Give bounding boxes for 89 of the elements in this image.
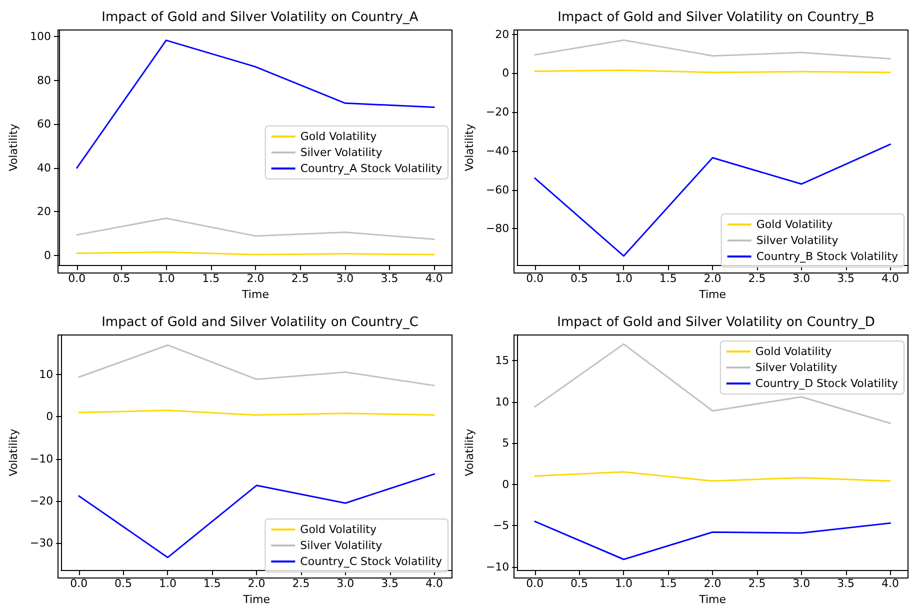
x-tick-label: 0.0 [526,577,544,590]
x-tick-label: 0.0 [68,272,86,286]
y-tick-label: 20 [495,28,510,41]
line-series [534,520,891,560]
y-axis-title: Volatility [7,428,20,476]
y-tick-label: 100 [30,30,51,44]
line-series [78,473,435,558]
y-tick-label: −80 [486,222,510,236]
legend-label: Gold Volatility [756,218,834,231]
y-tick-label: 0 [502,478,510,491]
y-tick-label: 40 [37,161,51,174]
x-tick-label: 3.0 [792,272,810,286]
x-tick-label: 3.5 [837,272,855,286]
x-tick-label: 3.0 [336,577,354,590]
x-tick-label: 1.0 [614,577,632,590]
chart-title: Impact of Gold and Silver Volatility on Country_C [102,315,418,330]
x-tick-label: 3.5 [380,272,398,286]
legend-label: Country_B Stock Volatility [756,250,898,263]
x-tick-label: 0.0 [70,577,88,590]
line-series [76,218,435,240]
x-tick-label: 2.0 [248,577,266,590]
y-axis-title: Volatility [7,123,20,172]
x-tick-label: 1.5 [202,272,220,286]
x-tick-label: 4.0 [425,577,443,590]
legend-label: Country_A Stock Volatility [300,162,442,175]
legend-label: Gold Volatility [755,345,832,358]
x-tick-label: 0.5 [570,272,588,286]
y-tick-label: −20 [30,494,54,508]
y-axis-title: Volatility [463,123,476,172]
x-tick-label: 0.0 [526,272,544,286]
x-tick-label: 1.0 [614,272,632,286]
y-tick-label: −10 [486,560,510,574]
y-tick-label: −60 [486,183,510,196]
legend-label: Country_C Stock Volatility [300,555,442,568]
y-tick-label: −30 [30,536,54,550]
y-tick-label: 0 [502,66,510,80]
y-tick-label: 0 [44,248,51,262]
y-tick-label: −40 [486,144,510,158]
x-axis-title: Time [241,288,270,301]
y-tick-label: 10 [39,368,54,382]
x-tick-label: 4.0 [881,272,899,286]
x-tick-label: 4.0 [881,577,899,590]
y-tick-label: −20 [486,106,510,119]
legend-label: Silver Volatility [300,146,383,159]
chart-title: Impact of Gold and Silver Volatility on Country_D [557,315,875,330]
y-tick-label: −10 [30,452,54,466]
x-tick-label: 1.0 [157,272,175,286]
x-tick-label: 0.5 [112,272,130,286]
chart-title: Impact of Gold and Silver Volatility on Country_A [102,10,418,25]
legend-label: Silver Volatility [300,539,383,552]
legend-label: Silver Volatility [755,361,838,374]
x-tick-label: 3.5 [381,577,399,590]
chart-title: Impact of Gold and Silver Volatility on Country_B [558,10,874,25]
x-axis-title: Time [242,593,270,606]
line-series [534,471,891,482]
y-tick-label: −5 [492,519,510,532]
x-tick-label: 1.5 [659,272,677,286]
line-series [534,39,891,60]
x-axis-title: Time [698,288,726,301]
x-tick-label: 2.5 [292,577,310,590]
y-tick-label: 5 [502,436,510,450]
x-tick-label: 2.0 [704,577,722,590]
x-tick-label: 3.5 [837,577,855,590]
y-axis-title: Volatility [463,428,476,476]
x-tick-label: 1.0 [158,577,176,590]
y-tick-label: 10 [495,395,510,408]
x-tick-label: 2.0 [704,272,722,286]
y-tick-label: 0 [46,410,54,424]
x-tick-label: 4.0 [425,272,443,286]
x-axis-title: Time [698,593,726,606]
legend-label: Country_D Stock Volatility [755,377,898,390]
x-tick-label: 1.5 [659,577,677,590]
y-tick-label: 20 [37,205,51,218]
x-tick-label: 2.5 [748,577,766,590]
y-tick-label: 80 [37,74,51,87]
x-tick-label: 1.5 [203,577,221,590]
y-tick-label: 60 [37,118,51,131]
x-tick-label: 0.5 [114,577,132,590]
line-series [78,344,435,386]
x-tick-label: 3.0 [336,272,354,286]
x-tick-label: 3.0 [792,577,810,590]
x-tick-label: 2.5 [291,272,309,286]
legend-label: Silver Volatility [756,234,839,247]
x-tick-label: 0.5 [570,577,588,590]
legend-label: Gold Volatility [300,523,377,536]
x-tick-label: 2.5 [748,272,766,286]
y-tick-label: 15 [495,354,510,368]
legend-label: Gold Volatility [300,130,378,143]
x-tick-label: 2.0 [246,272,264,286]
